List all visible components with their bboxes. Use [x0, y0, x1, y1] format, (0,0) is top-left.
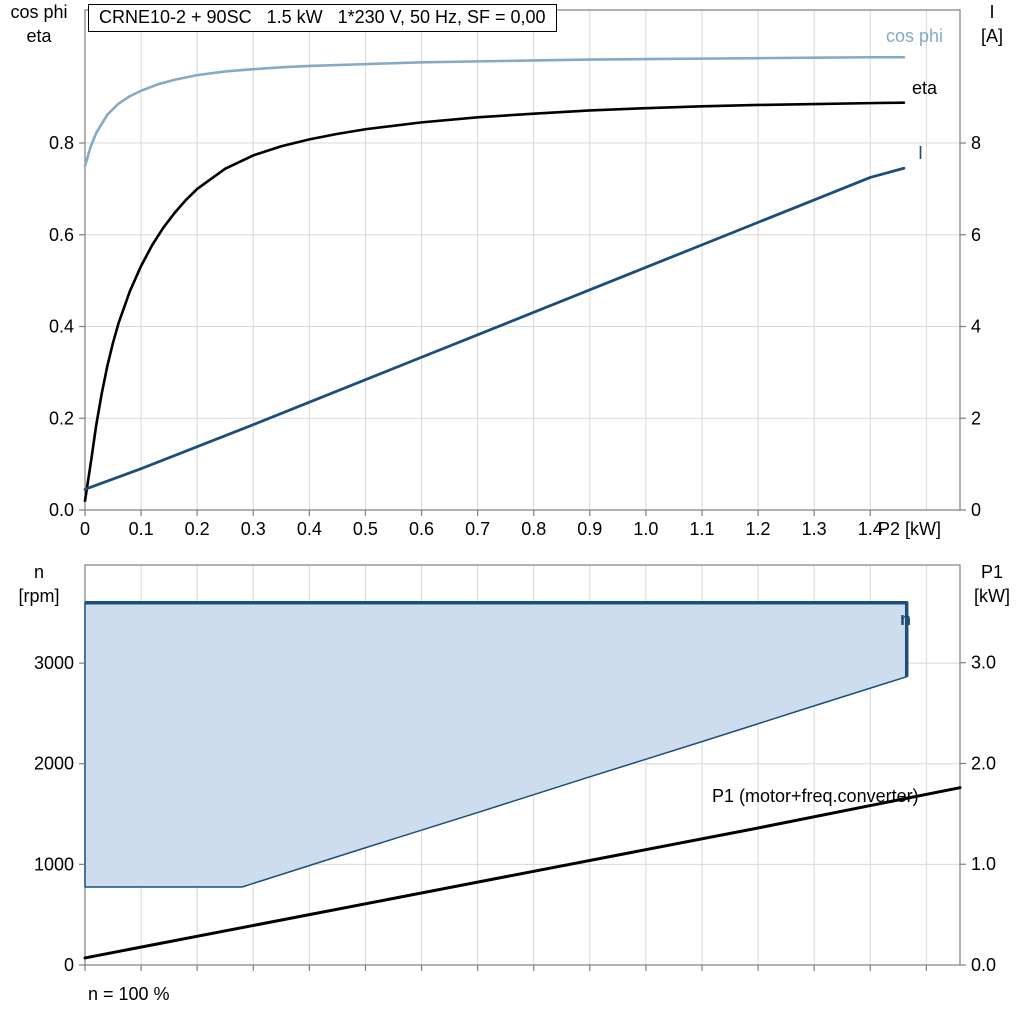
svg-text:0.0: 0.0 — [971, 955, 996, 975]
svg-text:0: 0 — [80, 519, 90, 539]
speed-envelope-label: n — [900, 609, 911, 629]
svg-text:0.9: 0.9 — [577, 519, 602, 539]
svg-text:8: 8 — [971, 133, 981, 153]
svg-text:0.5: 0.5 — [353, 519, 378, 539]
svg-text:0.6: 0.6 — [49, 225, 74, 245]
x-axis-title: P2 [kW] — [878, 519, 942, 539]
svg-text:0.8: 0.8 — [521, 519, 546, 539]
svg-text:2.0: 2.0 — [971, 753, 996, 773]
svg-text:1000: 1000 — [34, 854, 74, 874]
svg-text:1.0: 1.0 — [633, 519, 658, 539]
axis-title-eta: eta — [26, 26, 52, 46]
axis-title-speed-unit: [rpm] — [18, 586, 60, 606]
svg-text:0.0: 0.0 — [49, 500, 74, 520]
chart-title: CRNE10-2 + 90SC 1.5 kW 1*230 V, 50 Hz, S… — [88, 4, 557, 32]
svg-text:0.4: 0.4 — [49, 317, 74, 337]
svg-text:0.3: 0.3 — [241, 519, 266, 539]
svg-text:0.1: 0.1 — [129, 519, 154, 539]
axis-title-current: I — [989, 2, 995, 22]
svg-text:1.3: 1.3 — [802, 519, 827, 539]
svg-text:1.4: 1.4 — [858, 519, 883, 539]
svg-text:3000: 3000 — [34, 653, 74, 673]
axis-title-cos-phi: cos phi — [10, 2, 68, 22]
axis-title-p1-unit: [kW] — [974, 586, 1010, 606]
svg-text:6: 6 — [971, 225, 981, 245]
speed-footnote: n = 100 % — [88, 984, 170, 1004]
svg-text:0.6: 0.6 — [409, 519, 434, 539]
svg-text:0.2: 0.2 — [49, 408, 74, 428]
eta-curve-label: eta — [912, 78, 938, 98]
svg-text:1.2: 1.2 — [746, 519, 771, 539]
svg-text:0: 0 — [64, 955, 74, 975]
axis-title-speed: n — [33, 562, 44, 582]
axis-title-current-unit: [A] — [980, 26, 1003, 46]
svg-text:0.4: 0.4 — [297, 519, 322, 539]
svg-text:1.0: 1.0 — [971, 854, 996, 874]
svg-text:1.1: 1.1 — [689, 519, 714, 539]
svg-text:2: 2 — [971, 408, 981, 428]
svg-text:2000: 2000 — [34, 754, 74, 774]
svg-text:3.0: 3.0 — [971, 653, 996, 673]
svg-text:0.7: 0.7 — [465, 519, 490, 539]
cos-phi-curve-label: cos phi — [886, 26, 944, 46]
svg-text:0: 0 — [971, 500, 981, 520]
svg-text:0.8: 0.8 — [49, 133, 74, 153]
current-curve-label: I — [918, 143, 924, 163]
axis-title-p1: P1 — [980, 562, 1004, 582]
svg-text:0.2: 0.2 — [185, 519, 210, 539]
p1-curve-label: P1 (motor+freq.converter) — [712, 786, 919, 806]
svg-text:4: 4 — [971, 317, 981, 337]
